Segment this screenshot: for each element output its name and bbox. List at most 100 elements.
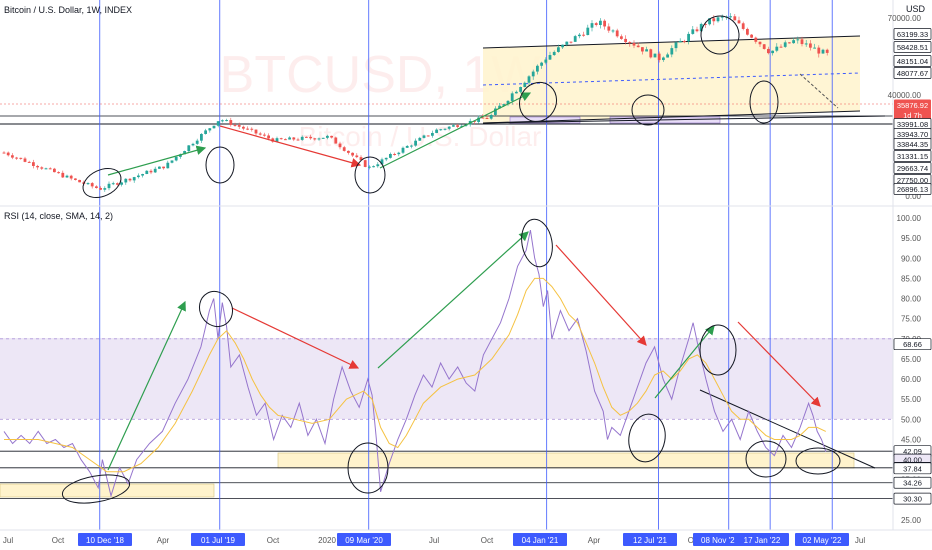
candle-body xyxy=(15,157,18,159)
time-tick-label: 2020 xyxy=(318,536,336,545)
candle-body xyxy=(544,59,548,63)
candle-body xyxy=(674,42,678,49)
candle-body xyxy=(216,121,220,126)
candle-body xyxy=(678,40,682,43)
candle-body xyxy=(573,36,577,42)
candle-body xyxy=(342,147,346,151)
pivot-ellipse xyxy=(61,474,131,504)
candle-body xyxy=(624,38,627,43)
candle-body xyxy=(746,28,749,35)
candle-body xyxy=(788,42,791,44)
time-marker-label: 17 Jan '22 xyxy=(744,536,781,545)
channel-lines xyxy=(482,35,886,469)
candle-body xyxy=(804,43,808,45)
price-candles xyxy=(2,13,829,192)
time-marker-label: 08 Nov '21 xyxy=(701,536,740,545)
candle-body xyxy=(443,128,447,130)
candle-body xyxy=(229,120,233,125)
time-marker-label: 02 May '22 xyxy=(803,536,842,545)
candle-body xyxy=(317,138,321,140)
rsi-line xyxy=(3,229,827,498)
time-tick-label: Jul xyxy=(855,536,865,545)
candle-body xyxy=(767,48,770,54)
channel-line xyxy=(482,72,861,86)
channel-line xyxy=(699,389,876,469)
candle-body xyxy=(754,37,758,42)
channel-line xyxy=(482,35,861,49)
channel-line xyxy=(482,110,861,124)
candle-body xyxy=(506,100,510,105)
candle-body xyxy=(683,40,686,42)
current-price-tag xyxy=(894,99,931,111)
candle-body xyxy=(263,134,266,136)
trend-arrows xyxy=(107,92,821,471)
rsi-tick-label: 90.00 xyxy=(901,254,922,263)
candle-body xyxy=(132,177,136,181)
candle-body xyxy=(23,158,27,162)
time-tick-label: Jul xyxy=(429,536,439,545)
candle-body xyxy=(212,125,216,129)
time-marker-tag xyxy=(191,533,245,546)
candle-body xyxy=(36,165,39,168)
candle-body xyxy=(195,140,199,144)
price-level-text: 58428.51 xyxy=(897,43,928,52)
candle-body xyxy=(355,155,359,158)
candle-body xyxy=(737,20,741,24)
pivot-ellipse xyxy=(628,413,666,463)
candle-body xyxy=(519,87,522,92)
candle-body xyxy=(321,137,325,139)
red-arrow xyxy=(737,321,821,407)
candle-body xyxy=(279,138,283,140)
candle-body xyxy=(603,20,606,27)
candle-body xyxy=(149,170,153,173)
candle-body xyxy=(284,139,287,141)
candle-body xyxy=(2,152,6,154)
price-level-text: 27750.00 xyxy=(897,176,928,185)
candle-body xyxy=(242,126,245,129)
price-level-text: 35876.92 xyxy=(897,101,928,110)
candle-body xyxy=(729,16,732,18)
pivot-ellipse xyxy=(205,146,235,184)
price-level-text: 1d 7h xyxy=(903,111,922,120)
price-level-text: 31331.15 xyxy=(897,152,928,161)
candle-body xyxy=(166,162,170,169)
candle-body xyxy=(561,44,564,48)
rsi-sma-line xyxy=(4,277,827,473)
candle-body xyxy=(397,152,401,155)
time-tick-label: Apr xyxy=(157,536,170,545)
price-level-text: 33943.70 xyxy=(897,130,928,139)
candle-body xyxy=(225,120,228,122)
rsi-tick-label: 25.00 xyxy=(901,516,922,525)
candle-body xyxy=(792,40,795,44)
rsi-level-text: 68.66 xyxy=(903,340,922,349)
candle-body xyxy=(128,178,132,181)
pivot-ellipse xyxy=(631,94,665,126)
price-level-text: 29663.74 xyxy=(897,164,928,173)
rsi-support-zone-left xyxy=(0,483,215,498)
time-marker-label: 04 Jan '21 xyxy=(522,536,559,545)
candle-body xyxy=(401,147,405,153)
rsi-level-tag xyxy=(893,492,932,505)
candle-body xyxy=(288,137,291,140)
candle-body xyxy=(775,46,779,51)
time-marker-tag xyxy=(623,533,677,546)
candle-body xyxy=(158,166,161,169)
rsi-tick-label: 80.00 xyxy=(901,295,922,304)
candle-body xyxy=(208,128,212,131)
rsi-level-text: 42.09 xyxy=(903,447,922,456)
pivot-ellipse xyxy=(795,447,841,475)
candle-body xyxy=(594,23,598,25)
candle-body xyxy=(237,124,241,127)
price-axis: 70000.00 40000.00 0.00 63199.33 58428.51 4815… xyxy=(888,14,932,201)
candle-body xyxy=(410,145,413,147)
candle-body xyxy=(393,153,396,155)
candle-body xyxy=(183,151,186,155)
candle-body xyxy=(162,166,165,169)
candle-body xyxy=(510,93,514,101)
candle-body xyxy=(107,183,111,189)
candle-body xyxy=(174,156,178,161)
candle-body xyxy=(170,160,174,163)
candle-body xyxy=(494,108,497,115)
candle-body xyxy=(783,42,787,47)
